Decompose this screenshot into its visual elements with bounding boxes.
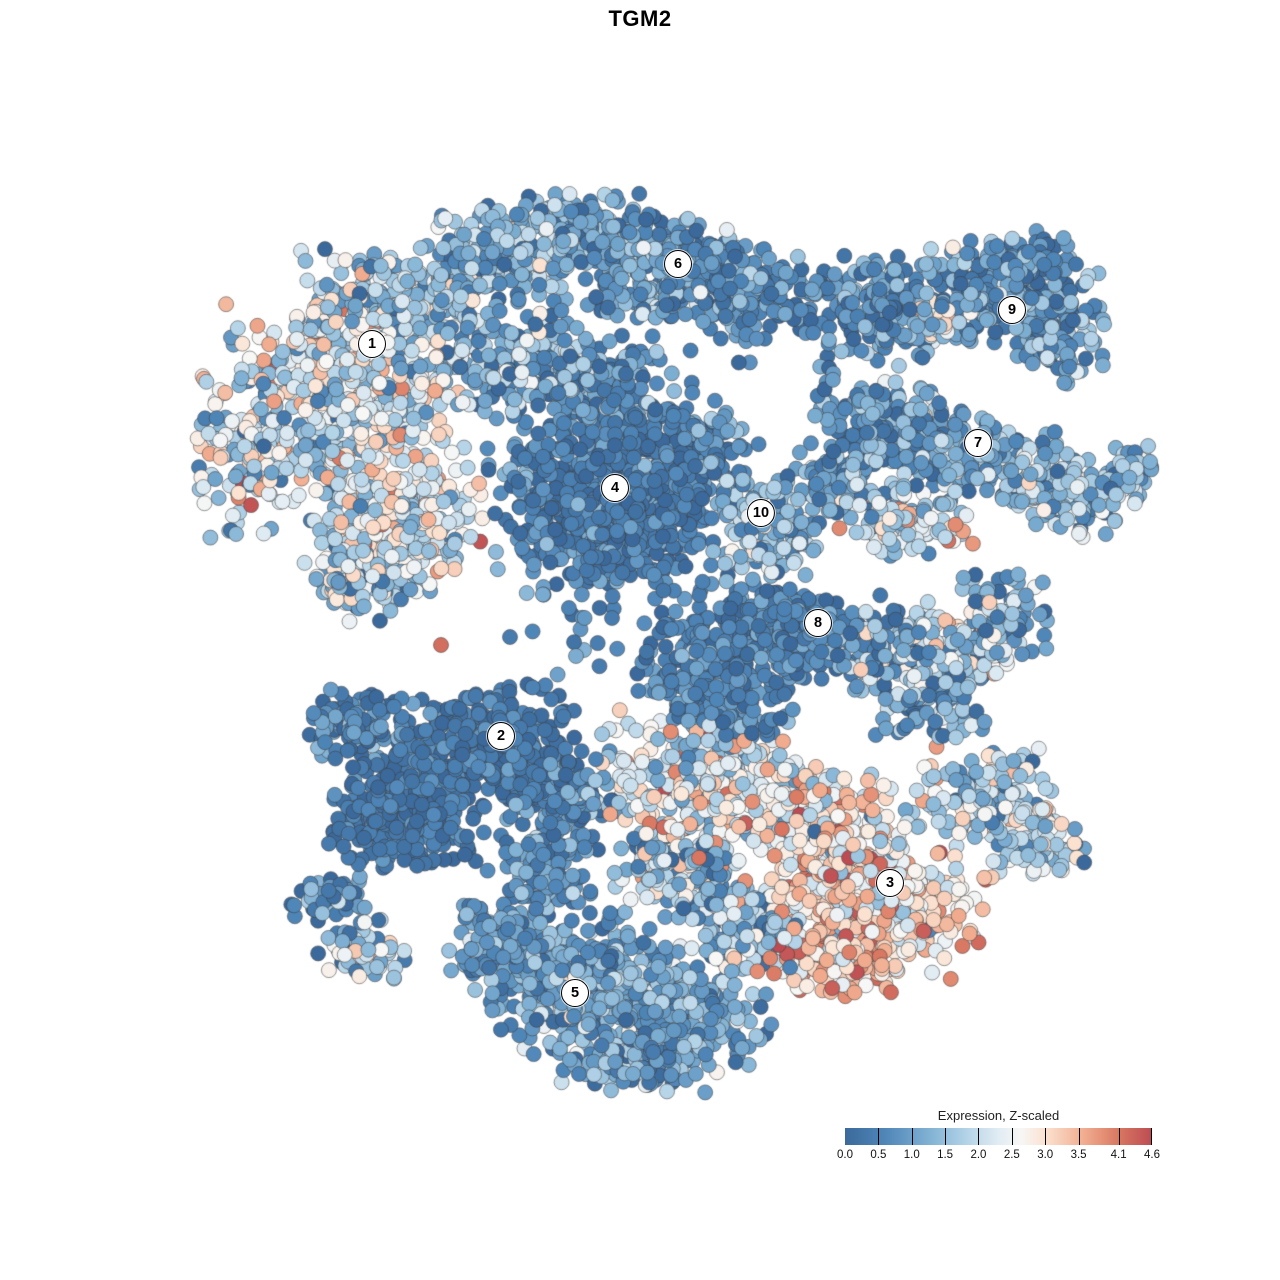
legend-title: Expression, Z-scaled [937,1108,1060,1123]
legend-tick-label: 2.5 [1003,1149,1020,1161]
legend-tick-mark [978,1128,980,1145]
cluster-label-5: 5 [561,979,589,1007]
cluster-label-4: 4 [601,474,629,502]
cluster-label-9: 9 [998,296,1026,324]
cluster-label-2: 2 [487,722,515,750]
cluster-label-10: 10 [746,499,776,527]
legend-tick-label: 4.1 [1110,1149,1127,1161]
legend-tick-mark [1045,1128,1047,1145]
cluster-label-8: 8 [804,609,832,637]
legend-colorbar [845,1128,1152,1145]
legend-tick-label: 2.0 [970,1149,987,1161]
legend-tick-label: 1.0 [903,1149,920,1161]
legend-tick-label: 0.0 [837,1149,853,1161]
expression-legend: Expression, Z-scaled 0.0 0.5 1.0 1.5 2.0 2.5 3… [837,1108,1160,1162]
legend-tick-label: 3.5 [1070,1149,1087,1161]
cluster-label-6: 6 [664,250,692,278]
legend-tick-mark [911,1128,913,1145]
legend-tick-mark [1118,1128,1120,1145]
legend-tick-mark [945,1128,947,1145]
legend-tick-label: 0.5 [870,1149,887,1161]
legend-tick-mark [1011,1128,1013,1145]
legend-tick-mark [1078,1128,1080,1145]
legend-tick-label: 4.6 [1144,1149,1160,1161]
cluster-label-7: 7 [964,429,992,457]
legend-tick-labels: 0.0 0.5 1.0 1.5 2.0 2.5 3.0 3.5 4.1 4.6 [837,1149,1160,1162]
cluster-label-1: 1 [358,330,386,358]
legend-tick-mark [878,1128,880,1145]
cluster-label-3: 3 [876,869,904,897]
legend-tick-mark [1151,1128,1152,1145]
legend-tick-label: 3.0 [1037,1149,1054,1161]
legend-tick-label: 1.5 [937,1149,954,1161]
